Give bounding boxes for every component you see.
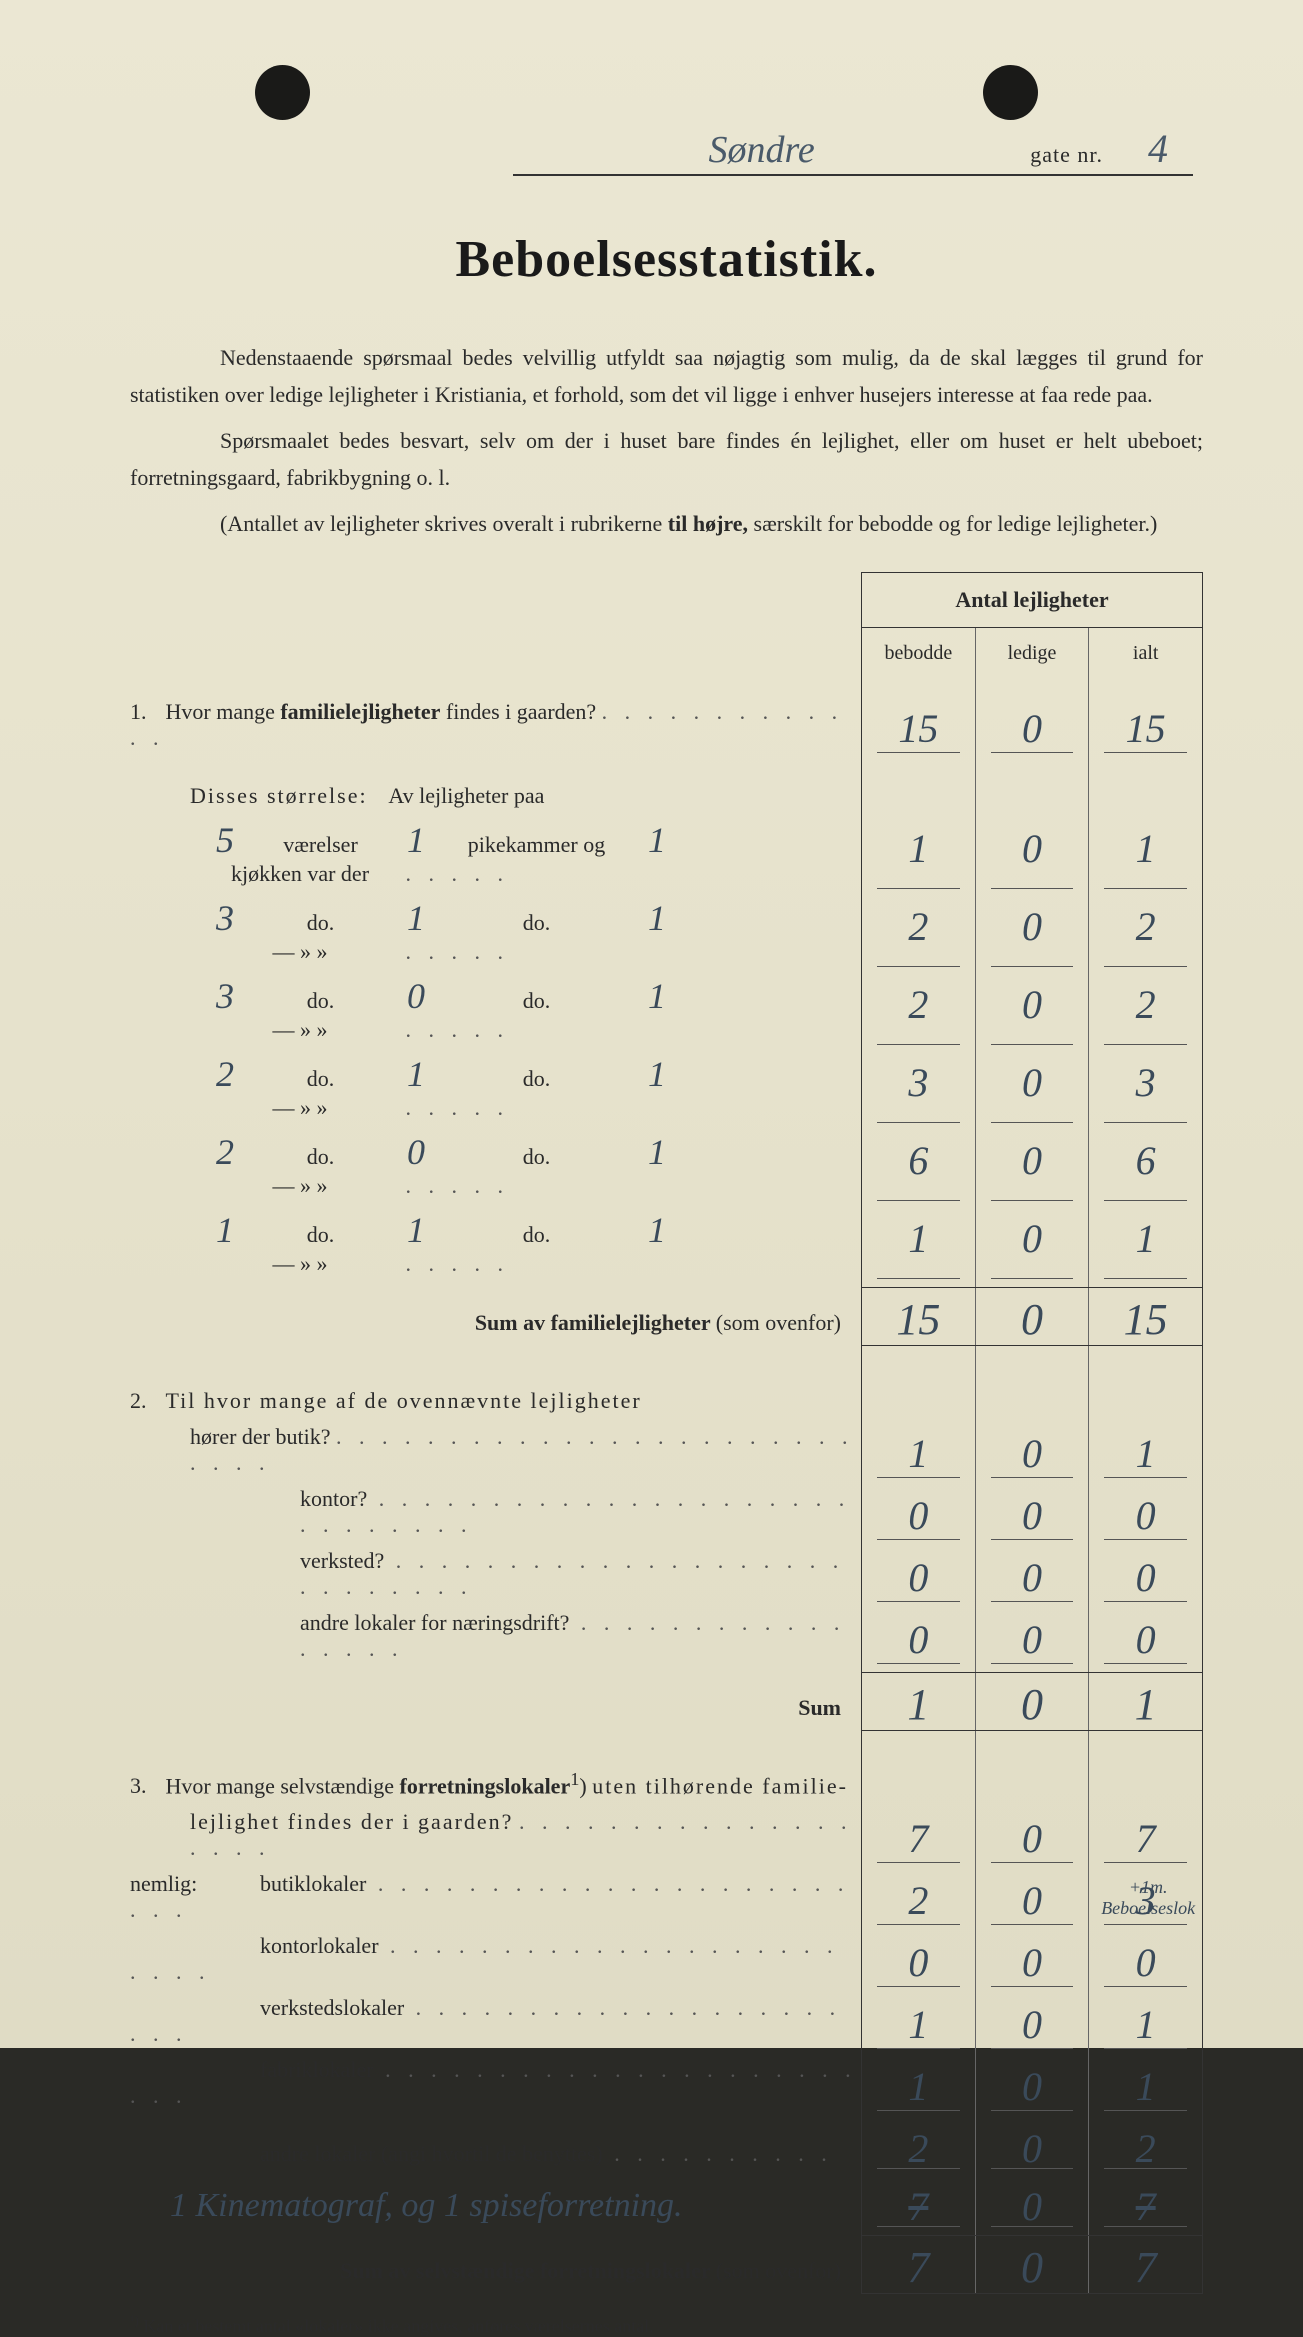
q1-size-row: 2 do. 0 do. 1 — » » . . . . . 6 0 6 [130, 1131, 1203, 1209]
q2-butik-i: 1 [1089, 1424, 1202, 1486]
q1-row: 1. Hvor mange familielejligheter findes … [130, 699, 1203, 761]
footnote: ¹) Kan et bestemt antal «lokaler» ikke a… [130, 2314, 1203, 2337]
gate-number: 4 [1123, 125, 1193, 172]
q1-sum-i: 15 [1089, 1288, 1202, 1345]
intro-p1: Nedenstaaende spørsmaal bedes velvillig … [130, 339, 1203, 414]
gate-label: gate nr. [1030, 142, 1103, 168]
q3-sum-i: 7 [1089, 2236, 1202, 2293]
q3-tc: uten tilhørende familie- [592, 1773, 848, 1798]
q3-td: lejlighet findes der i gaarden? [190, 1809, 513, 1834]
th-col-ialt: ialt [1089, 628, 1202, 679]
q1-sizes-label: Disses størrelse: Av lejligheter paa [130, 761, 1203, 819]
street-name: Søndre [513, 128, 1010, 172]
q3-strike-l: 0 [976, 2177, 1090, 2235]
q3-sum-b: 7 [862, 2236, 976, 2293]
q1-bold: familielejligheter [280, 699, 440, 724]
q2-sub-row: andre lokaler for næringsdrift? . . . . … [130, 1610, 1203, 1672]
q2-sub-row: kontor? . . . . . . . . . . . . . . . . … [130, 1486, 1203, 1548]
q2-text: Til hvor mange af de ovennævnte lejlighe… [166, 1388, 642, 1413]
q3-sum-note: (som ovenfor) [716, 2258, 841, 2283]
q1-size-row: 1 do. 1 do. 1 — » » . . . . . 1 0 1 [130, 1209, 1203, 1287]
intro-p3-c: særskilt for bebodde og for ledige lejli… [754, 511, 1158, 536]
q3-hand-text: 1 Kinematograf, og 1 spiseforretning. [170, 2187, 683, 2224]
q1-sum-note: (som ovenfor) [716, 1310, 841, 1335]
q1-val-b: 15 [862, 699, 976, 761]
q3-sub-row: andre lokaler (angi hvortil de benyttes)… [130, 2119, 1203, 2177]
q2-row: 2. Til hvor mange af de ovennævnte lejli… [130, 1366, 1203, 1424]
q1-val-l: 0 [976, 699, 1090, 761]
main-content: Antal lejligheter bebodde ledige ialt 1.… [130, 572, 1203, 2294]
intro-p2: Spørsmaalet bedes besvart, selv om der i… [130, 422, 1203, 497]
intro-p3-a: (Antallet av lejligheter skrives overalt… [220, 511, 662, 536]
th-col-bebodde: bebodde [862, 628, 976, 679]
q3-strike-b: 7 [862, 2177, 976, 2235]
q3-tb: forretningslokaler [400, 1773, 571, 1798]
q3-v-i: 7 [1089, 1809, 1202, 1871]
header-line: Søndre gate nr. 4 [513, 125, 1193, 176]
q2-sum-row: Sum 1 0 1 [130, 1672, 1203, 1731]
q2-butik-b: 1 [862, 1424, 976, 1486]
q3-strike-i: 7 [1089, 2177, 1202, 2235]
footnote-marker: ¹) [130, 2314, 139, 2329]
q3-row2: lejlighet findes der i gaarden? . . . . … [130, 1809, 1203, 1871]
footnote-text: Kan et bestemt antal «lokaler» ikke angi… [143, 2316, 653, 2336]
q2-sub: hører der butik? [190, 1424, 331, 1449]
q1-size-row: 3 do. 1 do. 1 — » » . . . . . 2 0 2 [130, 897, 1203, 975]
q2-butik: hører der butik? . . . . . . . . . . . .… [130, 1424, 1203, 1486]
q2-butik-l: 0 [976, 1424, 1090, 1486]
page-title: Beboelsesstatistik. [130, 230, 1203, 289]
q1-size-row: 3 do. 0 do. 1 — » » . . . . . 2 0 2 [130, 975, 1203, 1053]
sizes-label: Disses størrelse: [190, 783, 368, 808]
q1-sum-label: Sum av familielejligheter [475, 1310, 710, 1335]
punch-hole-left [255, 65, 310, 120]
q3-v-b: 7 [862, 1809, 976, 1871]
q1-sum-row: Sum av familielejligheter (som ovenfor) … [130, 1287, 1203, 1346]
q1-size-row: 5 værelser 1 pikekammer og 1 kjøkken var… [130, 819, 1203, 897]
table-header: Antal lejligheter bebodde ledige ialt [130, 572, 1203, 679]
q3-sub-row: fabriklokaler . . . . . . . . . . . . . … [130, 2057, 1203, 2119]
q3-sum-row: Sum av selvstændige forretningslokaler (… [130, 2235, 1203, 2294]
q1-val-i: 15 [1089, 699, 1202, 761]
q3-handwritten: 1 Kinematograf, og 1 spiseforretning. 7 … [130, 2177, 1203, 2235]
q2-sub-row: verksted? . . . . . . . . . . . . . . . … [130, 1548, 1203, 1610]
q2-sum-label: Sum [798, 1695, 841, 1720]
q3-sub-row: kontorlokaler . . . . . . . . . . . . . … [130, 1933, 1203, 1995]
intro-p3: (Antallet av lejligheter skrives overalt… [130, 505, 1203, 542]
sizes-label2: Av lejligheter paa [388, 783, 544, 808]
q3-v-l: 0 [976, 1809, 1090, 1871]
th-title: Antal lejligheter [862, 573, 1202, 628]
q1-text2: findes i gaarden? [446, 699, 596, 724]
q3-sum-label: Sum av selvstændige forretningslokaler [340, 2258, 710, 2283]
q2-sum-b: 1 [862, 1673, 976, 1730]
th-col-ledige: ledige [976, 628, 1090, 679]
q3-sub-row: nemlig:butiklokaler . . . . . . . . . . … [130, 1871, 1203, 1933]
q3-row: 3. Hvor mange selvstændige forretningslo… [130, 1751, 1203, 1809]
q2-sum-l: 0 [976, 1673, 1090, 1730]
intro-p3-b: til højre, [668, 511, 748, 536]
q1-size-row: 2 do. 1 do. 1 — » » . . . . . 3 0 3 [130, 1053, 1203, 1131]
q2-sum-i: 1 [1089, 1673, 1202, 1730]
punch-hole-right [983, 65, 1038, 120]
q1-sum-l: 0 [976, 1288, 1090, 1345]
q3-ta: Hvor mange selvstændige [166, 1773, 395, 1798]
q3-sum-l: 0 [976, 2236, 1090, 2293]
document-page: Søndre gate nr. 4 Beboelsesstatistik. Ne… [0, 0, 1303, 2048]
q1-text: Hvor mange [166, 699, 275, 724]
q1-sum-b: 15 [862, 1288, 976, 1345]
